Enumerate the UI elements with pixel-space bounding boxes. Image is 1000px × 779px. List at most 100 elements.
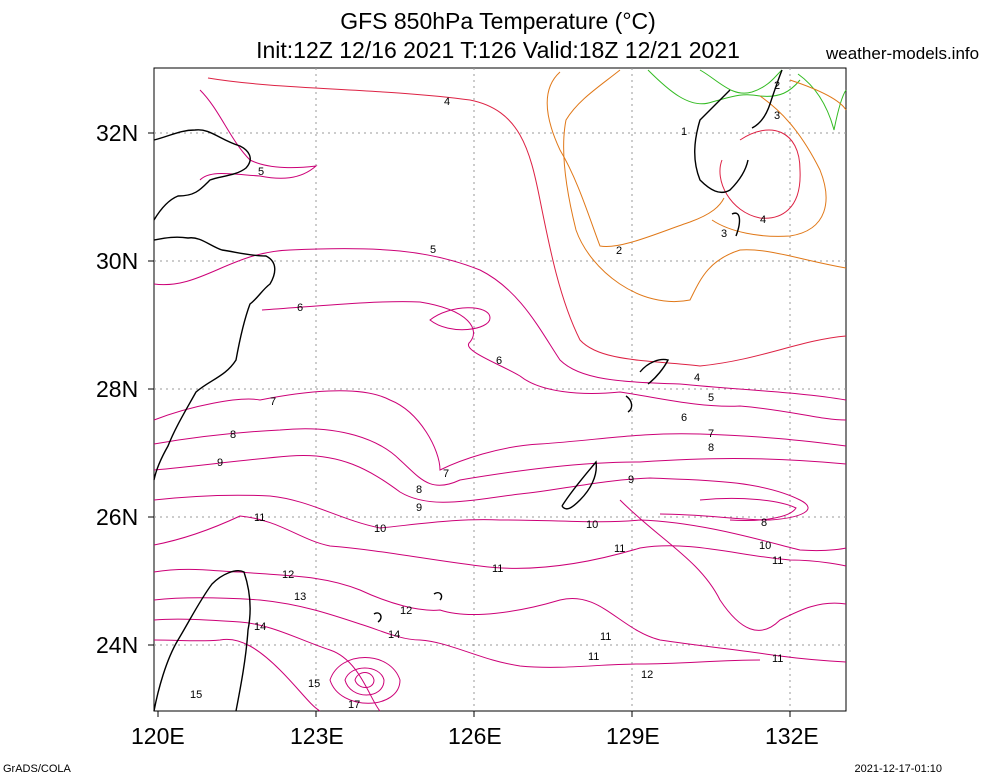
graticule xyxy=(154,68,846,711)
contour-11 xyxy=(153,515,847,569)
contour-label: 14 xyxy=(388,629,400,641)
contour-label: 10 xyxy=(586,519,598,531)
contour-label: 8 xyxy=(761,517,767,529)
contour-label: 11 xyxy=(254,512,265,524)
contour-label: 11 xyxy=(772,555,783,567)
contour-label: 8 xyxy=(708,442,714,454)
contour-label: 2 xyxy=(774,80,780,92)
contour-1b xyxy=(699,69,783,94)
island-small-3 xyxy=(373,612,382,623)
lon-label-129e: 129E xyxy=(606,723,660,749)
contour-label: 6 xyxy=(496,355,502,367)
contour-label: 17 xyxy=(348,699,360,711)
island-tanegashima xyxy=(731,212,741,237)
lat-label-32n: 32N xyxy=(96,120,138,146)
contour-label: 2 xyxy=(616,245,622,257)
contour-label: 3 xyxy=(774,110,780,122)
contour-label: 6 xyxy=(297,302,303,314)
contour-label: 11 xyxy=(600,631,611,643)
lat-label-24n: 24N xyxy=(96,632,138,658)
contour-label: 12 xyxy=(282,569,294,581)
contour-5-closed xyxy=(429,307,491,331)
contour-label: 5 xyxy=(708,392,714,404)
contour-8 xyxy=(153,428,847,486)
contour-3b xyxy=(711,95,827,237)
contour-label: 5 xyxy=(258,166,264,178)
island-okinawa xyxy=(561,460,597,510)
lon-label-132e: 132E xyxy=(765,723,819,749)
contour-12 xyxy=(153,597,761,668)
contour-label: 4 xyxy=(760,214,766,226)
coast-china-north xyxy=(153,129,251,221)
lon-label-123e: 123E xyxy=(290,723,344,749)
contour-label: 14 xyxy=(254,621,266,633)
contour-14 xyxy=(153,638,321,712)
contour-label: 11 xyxy=(614,543,625,555)
contour-7 xyxy=(153,390,847,471)
contour-1 xyxy=(647,69,801,105)
contour-2 xyxy=(546,71,725,248)
coast-shikoku xyxy=(751,69,783,129)
coast-kyushu xyxy=(694,89,749,194)
contour-1c xyxy=(797,73,847,131)
contour-label: 4 xyxy=(444,96,450,108)
contour-10 xyxy=(153,494,847,552)
coast-china-east xyxy=(153,236,276,481)
contour-5 xyxy=(153,248,847,401)
contour-label: 12 xyxy=(400,605,412,617)
contour-label: 15 xyxy=(190,689,202,701)
lon-label-126e: 126E xyxy=(448,723,502,749)
site-credit: weather-models.info xyxy=(826,44,980,63)
contour-label: 7 xyxy=(270,396,276,408)
contour-label: 8 xyxy=(230,429,236,441)
lon-label-120e: 120E xyxy=(131,723,185,749)
lat-label-26n: 26N xyxy=(96,504,138,530)
contour-label: 9 xyxy=(217,457,223,469)
contour-label: 10 xyxy=(759,540,771,552)
contour-label: 13 xyxy=(294,591,306,603)
footer-software: GrADS/COLA xyxy=(3,763,71,775)
contour-11c xyxy=(619,499,847,631)
lat-label-30n: 30N xyxy=(96,248,138,274)
contour-label: 11 xyxy=(492,563,503,575)
contour-label: 9 xyxy=(628,474,634,486)
island-small-1 xyxy=(625,395,633,413)
coast-taiwan xyxy=(153,570,251,712)
chart-title: GFS 850hPa Temperature (°C) xyxy=(340,8,656,34)
contour-6 xyxy=(261,301,847,421)
contour-label: 1 xyxy=(681,126,687,138)
contour-11b xyxy=(153,568,847,663)
contour-label: 3 xyxy=(721,228,727,240)
contour-label: 8 xyxy=(416,484,422,496)
footer-timestamp: 2021-12-17-01:10 xyxy=(854,763,942,775)
lat-label-28n: 28N xyxy=(96,376,138,402)
contour-label: 10 xyxy=(374,523,386,535)
contour-label: 7 xyxy=(708,428,714,440)
contour-label: 7 xyxy=(443,468,449,480)
coastlines xyxy=(153,69,783,712)
contour-9 xyxy=(153,454,809,521)
contour-label: 4 xyxy=(694,372,700,384)
contour-label: 9 xyxy=(416,502,422,514)
contour-5-west xyxy=(199,89,318,181)
contours xyxy=(153,69,847,712)
contour-17 xyxy=(354,672,375,688)
island-amami xyxy=(639,358,670,385)
chart-subtitle: Init:12Z 12/16 2021 T:126 Valid:18Z 12/2… xyxy=(256,37,740,63)
contour-3 xyxy=(563,69,847,302)
contour-15 xyxy=(329,657,401,704)
contour-label: 11 xyxy=(772,653,783,665)
contour-13 xyxy=(153,618,381,712)
contour-label: 12 xyxy=(641,669,653,681)
contour-16 xyxy=(344,667,385,696)
contour-2b xyxy=(789,79,847,111)
contour-label: 6 xyxy=(681,412,687,424)
contour-label: 15 xyxy=(308,678,320,690)
contour-4 xyxy=(207,77,847,367)
contour-labels: 4 5 5 6 6 7 8 9 7 8 9 10 11 10 11 12 13 … xyxy=(190,80,783,711)
contour-4b xyxy=(719,129,801,219)
contour-label: 11 xyxy=(588,651,599,663)
island-small-2 xyxy=(433,591,443,601)
contour-label: 5 xyxy=(430,244,436,256)
